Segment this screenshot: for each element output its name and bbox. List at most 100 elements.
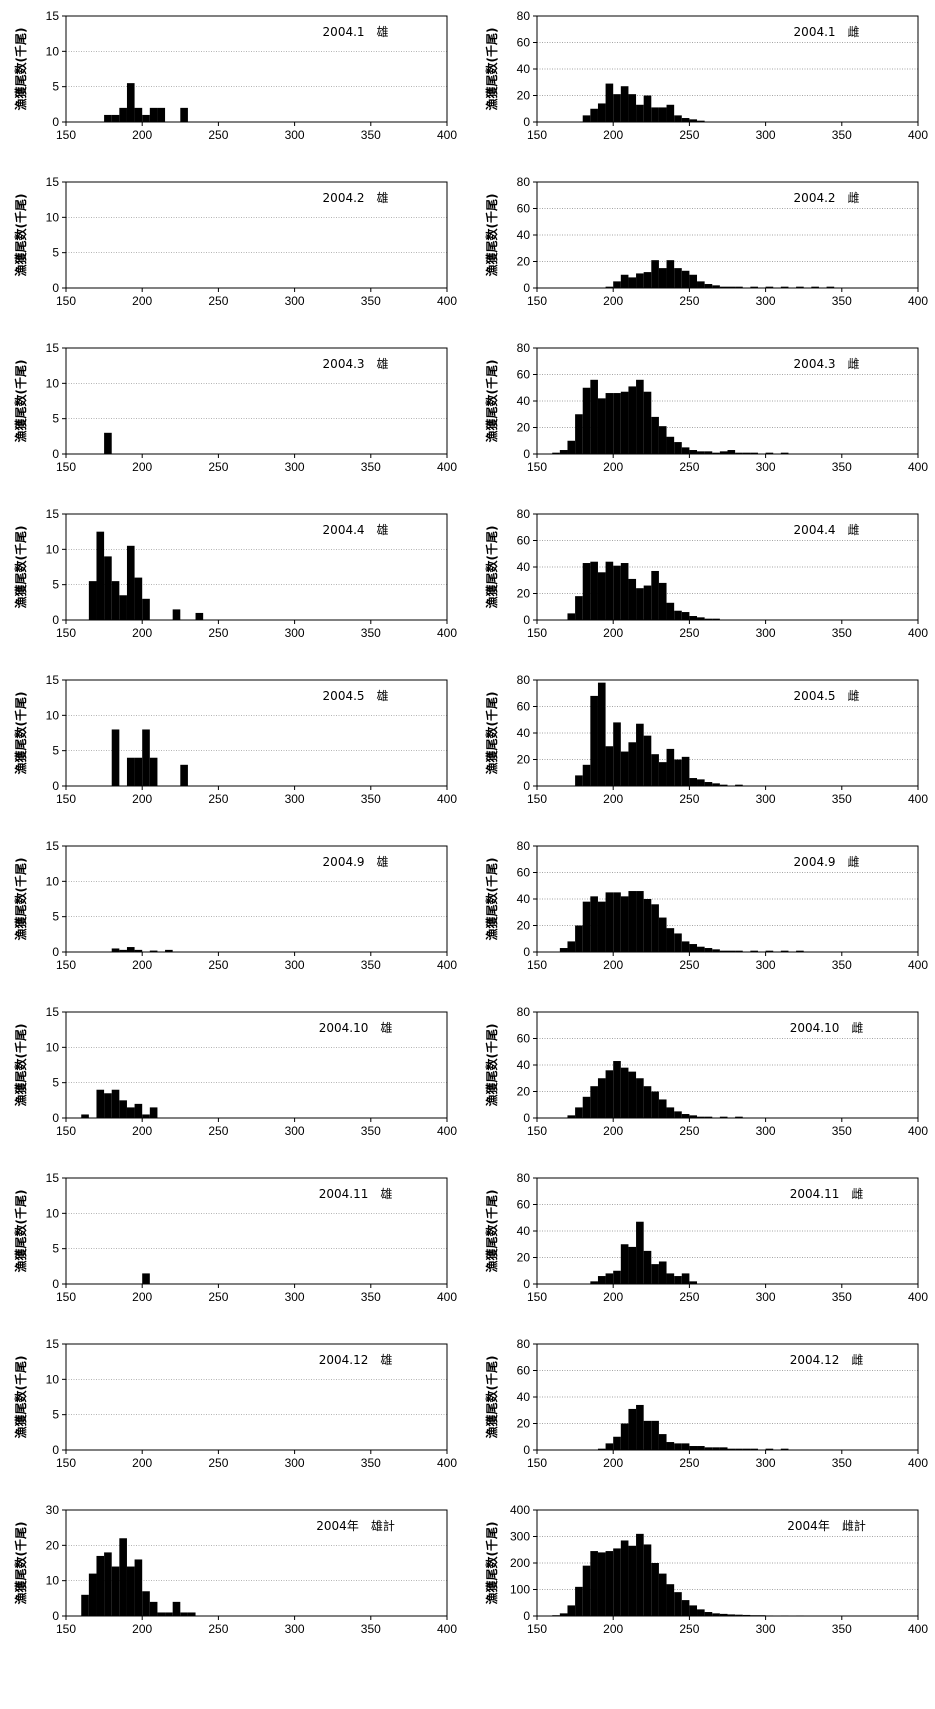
histogram-bar [81, 1114, 89, 1118]
x-tick-label: 250 [208, 1456, 228, 1470]
histogram-bar [689, 616, 698, 620]
histogram-bar [643, 1420, 652, 1450]
y-tick-label: 20 [517, 1417, 531, 1431]
y-tick-label: 0 [52, 1277, 59, 1291]
histogram-bar [681, 118, 690, 122]
histogram-svg: 0 20 40 60 80 150 200 250 300 350 400 漁獲尾数(千尾) 2004.… [484, 1337, 928, 1470]
chart-title: 2004.10 雌 [790, 1020, 864, 1035]
x-tick-label: 400 [437, 1290, 457, 1304]
histogram-bar [689, 778, 698, 786]
chart-title: 2004.11 雄 [319, 1186, 393, 1201]
histogram-bar [620, 751, 629, 786]
y-tick-label: 0 [523, 1443, 530, 1457]
histogram-bar [674, 115, 682, 122]
y-tick-label: 5 [52, 246, 59, 260]
y-tick-label: 0 [523, 1111, 530, 1125]
histogram-bar [750, 950, 758, 952]
histogram-bar [119, 595, 127, 620]
histogram-svg: 0 20 40 60 80 150 200 250 300 350 400 漁獲尾数(千尾) 2004.… [484, 341, 928, 474]
histogram-bar [590, 695, 598, 786]
x-tick-label: 200 [603, 1124, 623, 1138]
histogram-bar [643, 1086, 652, 1118]
histogram-bar [628, 277, 637, 288]
y-tick-label: 10 [46, 1372, 60, 1386]
histogram-panel: 0 20 40 60 80 150 200 250 300 350 400 漁獲尾数(千尾) 2004.… [475, 1166, 935, 1332]
y-tick-label: 20 [517, 587, 531, 601]
histogram-bar [567, 1115, 576, 1118]
chart-title: 2004.5 雌 [794, 688, 860, 703]
chart-title: 2004.4 雄 [323, 522, 389, 537]
y-tick-label: 5 [52, 744, 59, 758]
histogram-bar [712, 783, 720, 786]
x-tick-label: 150 [527, 1622, 547, 1636]
histogram-bar [826, 286, 835, 288]
y-tick-label: 15 [46, 507, 60, 521]
histogram-bar [126, 83, 135, 122]
y-axis-label: 漁獲尾数(千尾) [484, 28, 499, 111]
histogram-bar [157, 1612, 166, 1616]
y-tick-label: 40 [517, 62, 531, 76]
histogram-bar [643, 1544, 652, 1616]
histogram-bar [719, 1116, 728, 1118]
histogram-bar [119, 1100, 127, 1118]
histogram-bar [780, 950, 789, 952]
histogram-bar [651, 754, 659, 786]
y-tick-label: 0 [52, 945, 59, 959]
histogram-bar [575, 925, 583, 952]
x-tick-label: 250 [208, 626, 228, 640]
x-tick-label: 300 [756, 626, 776, 640]
y-tick-label: 0 [52, 779, 59, 793]
x-tick-label: 150 [527, 1124, 547, 1138]
x-tick-label: 400 [908, 626, 928, 640]
x-tick-label: 400 [908, 128, 928, 142]
histogram-svg: 0 20 40 60 80 150 200 250 300 350 400 漁獲尾数(千尾) 2004.… [484, 507, 928, 640]
y-tick-label: 40 [517, 228, 531, 242]
histogram-bar [712, 949, 720, 952]
y-tick-label: 15 [46, 175, 60, 189]
histogram-bar [628, 1071, 637, 1118]
histogram-bar [187, 1612, 196, 1616]
histogram-svg: 0 5 10 15 150 200 250 300 350 400 漁獲尾数(千尾) 2004.5 雄 [13, 673, 457, 806]
histogram-bar [689, 944, 698, 952]
histogram-bar [704, 284, 713, 288]
y-tick-label: 10 [46, 1574, 60, 1588]
histogram-bar [104, 1093, 112, 1118]
histogram-panel: 0 20 40 60 80 150 200 250 300 350 400 漁獲尾数(千尾) 2004.… [475, 4, 935, 170]
histogram-bar [605, 286, 614, 288]
x-tick-label: 300 [756, 1622, 776, 1636]
x-tick-label: 250 [679, 1456, 699, 1470]
x-tick-label: 300 [756, 1290, 776, 1304]
histogram-bar [575, 1586, 583, 1616]
y-tick-label: 15 [46, 341, 60, 355]
histogram-bar [142, 1591, 150, 1616]
histogram-bar [590, 379, 598, 454]
x-tick-label: 150 [56, 294, 76, 308]
x-tick-label: 400 [908, 1124, 928, 1138]
histogram-bar [605, 1070, 614, 1118]
histogram-bar [719, 1447, 728, 1450]
histogram-bar [697, 1446, 705, 1450]
x-tick-label: 250 [679, 1622, 699, 1636]
histogram-bar [681, 270, 690, 288]
histogram-bar [628, 578, 637, 620]
histogram-bar [712, 285, 720, 288]
histogram-bar [157, 107, 166, 122]
histogram-bar [142, 1273, 150, 1284]
x-tick-label: 400 [437, 958, 457, 972]
x-tick-label: 350 [832, 1622, 852, 1636]
histogram-bar [590, 1551, 598, 1616]
x-tick-label: 300 [756, 792, 776, 806]
histogram-bar [735, 1448, 743, 1450]
histogram-bar [674, 268, 682, 288]
histogram-bar [597, 103, 606, 122]
histogram-bar [613, 565, 621, 620]
histogram-bar [689, 1446, 698, 1450]
x-tick-label: 200 [603, 460, 623, 474]
y-tick-label: 100 [510, 1583, 530, 1597]
x-tick-label: 150 [56, 1290, 76, 1304]
y-axis-label: 漁獲尾数(千尾) [13, 1190, 28, 1273]
histogram-bar [658, 268, 667, 288]
histogram-bar [727, 1614, 736, 1616]
histogram-bar [172, 1601, 181, 1616]
y-tick-label: 60 [517, 534, 531, 548]
